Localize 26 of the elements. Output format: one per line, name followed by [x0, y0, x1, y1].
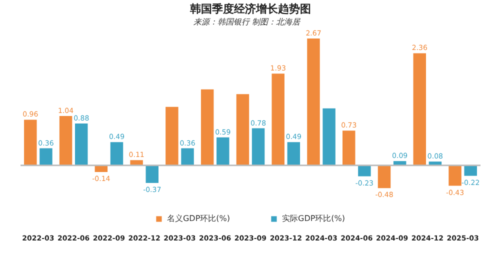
bar [59, 116, 72, 166]
bar [287, 142, 300, 166]
legend-label: 名义GDP环比(%) [166, 213, 230, 224]
bar [307, 38, 320, 166]
bar [200, 89, 214, 166]
bar [74, 124, 88, 166]
bar [378, 165, 391, 188]
bar [464, 165, 477, 176]
bar [358, 165, 371, 176]
bar [110, 142, 124, 166]
bar [24, 120, 37, 166]
bar [236, 94, 250, 166]
chart-subtitle: 来源：韩国银行 制图：北海居 [193, 18, 301, 26]
bar [322, 108, 336, 166]
bar [166, 106, 178, 166]
bar [252, 128, 265, 166]
bar [413, 53, 426, 166]
bar [272, 74, 284, 166]
legend-label: 实际GDP环比(%) [282, 213, 346, 224]
bar [181, 148, 194, 166]
bar [146, 165, 158, 183]
bar [448, 165, 462, 186]
bar [216, 137, 230, 166]
bar [342, 130, 356, 166]
bar [40, 148, 52, 166]
chart-title: 韩国季度经济增长趋势图 [189, 2, 311, 16]
